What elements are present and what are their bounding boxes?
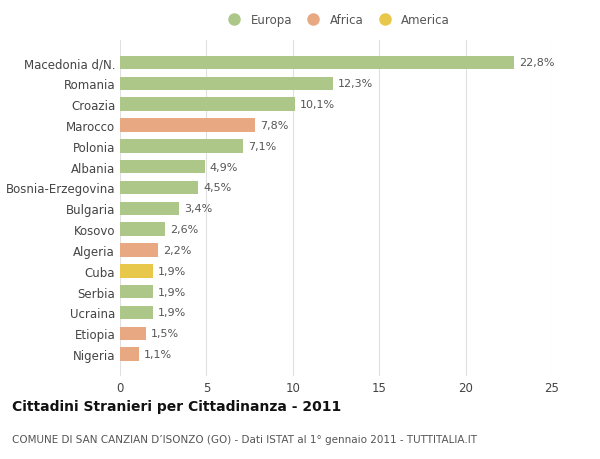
Text: 4,5%: 4,5% <box>203 183 231 193</box>
Text: 12,3%: 12,3% <box>338 79 373 89</box>
Bar <box>120 161 205 174</box>
Text: 4,9%: 4,9% <box>210 162 238 172</box>
Bar <box>120 98 295 112</box>
Bar <box>120 327 146 341</box>
Bar <box>120 77 332 91</box>
Text: 10,1%: 10,1% <box>300 100 335 110</box>
Text: 2,2%: 2,2% <box>163 246 191 255</box>
Bar <box>120 119 255 133</box>
Bar <box>120 306 153 319</box>
Text: 1,9%: 1,9% <box>158 266 186 276</box>
Text: 1,1%: 1,1% <box>144 349 172 359</box>
Bar <box>120 56 514 70</box>
Bar <box>120 244 158 257</box>
Bar <box>120 181 198 195</box>
Text: 1,9%: 1,9% <box>158 287 186 297</box>
Bar <box>120 347 139 361</box>
Bar <box>120 140 242 153</box>
Text: Cittadini Stranieri per Cittadinanza - 2011: Cittadini Stranieri per Cittadinanza - 2… <box>12 399 341 413</box>
Text: 22,8%: 22,8% <box>519 58 554 68</box>
Bar <box>120 285 153 299</box>
Bar <box>120 202 179 216</box>
Text: 1,9%: 1,9% <box>158 308 186 318</box>
Bar <box>120 264 153 278</box>
Text: 2,6%: 2,6% <box>170 224 199 235</box>
Text: COMUNE DI SAN CANZIAN D’ISONZO (GO) - Dati ISTAT al 1° gennaio 2011 - TUTTITALIA: COMUNE DI SAN CANZIAN D’ISONZO (GO) - Da… <box>12 434 477 444</box>
Text: 7,8%: 7,8% <box>260 121 289 131</box>
Bar <box>120 223 165 236</box>
Text: 3,4%: 3,4% <box>184 204 212 214</box>
Text: 1,5%: 1,5% <box>151 329 179 339</box>
Legend: Europa, Africa, America: Europa, Africa, America <box>217 10 455 32</box>
Text: 7,1%: 7,1% <box>248 141 276 151</box>
